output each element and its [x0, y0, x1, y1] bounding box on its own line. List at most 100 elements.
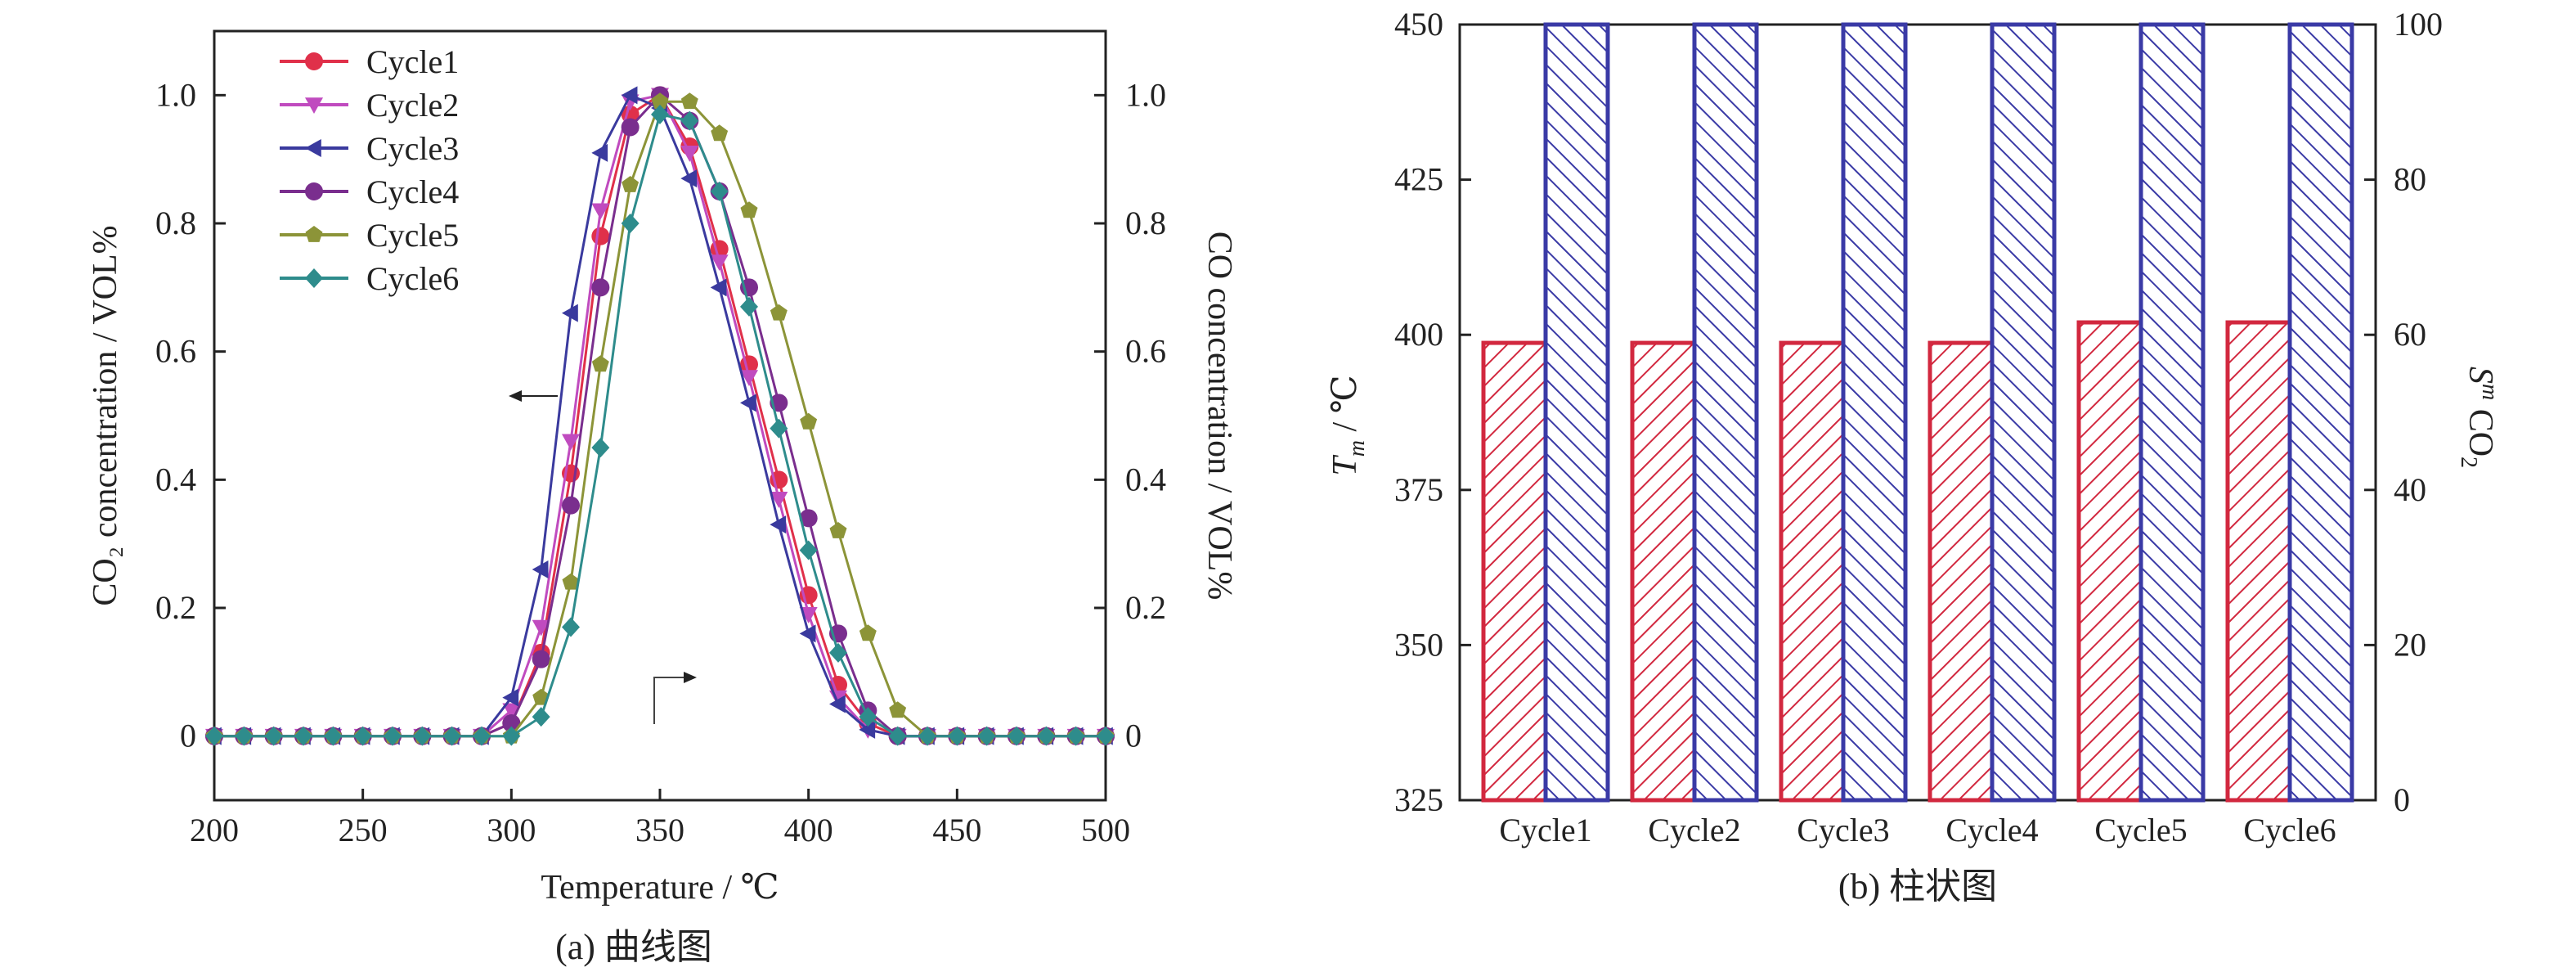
y-tick-label-left: 0.6	[155, 333, 196, 370]
series-line	[214, 113, 1106, 738]
bar-tm	[2076, 320, 2143, 803]
data-point	[562, 573, 580, 590]
data-point	[829, 695, 846, 713]
left-y-axis-title: CO₂ concentration / VOL%	[87, 225, 124, 605]
data-point	[305, 97, 323, 114]
y-tick-label-left: 0.4	[155, 461, 196, 497]
series-Cycle1	[205, 86, 1115, 745]
y-tick-label-left: 0.8	[155, 205, 196, 241]
legend-item: Cycle4	[280, 173, 459, 210]
data-point	[740, 296, 758, 317]
data-point	[829, 642, 847, 663]
y-tick-label-right-b: 100	[2394, 6, 2443, 43]
y-tick-label-right-b: 40	[2394, 471, 2426, 508]
data-point	[799, 607, 818, 623]
x-tick-label: 450	[932, 812, 981, 848]
x-axis-title: Temperature / ℃	[541, 869, 779, 907]
legend: Cycle1 Cycle2 Cycle3 Cycle4 Cycle5 Cycle6	[280, 43, 459, 297]
legend-label: Cycle3	[366, 130, 459, 167]
data-point	[591, 278, 610, 297]
data-point	[680, 92, 698, 110]
bar-tm	[1928, 340, 1995, 803]
y-tick-label-right: 0.8	[1125, 205, 1166, 241]
y-tick-label-left-b: 375	[1394, 471, 1443, 508]
data-point	[235, 726, 254, 746]
data-point	[502, 726, 521, 746]
data-point	[532, 619, 550, 637]
data-point	[770, 304, 788, 321]
left-y-axis: 0 0.2 0.4 0.6 0.8 1.0	[155, 76, 226, 754]
data-point	[710, 254, 729, 271]
bar-tm	[1481, 340, 1548, 803]
y-tick-label-right: 0.6	[1125, 333, 1166, 370]
x-axis: 200 250 300 350 400 450 500	[190, 789, 1130, 848]
bar-sm-co2	[2138, 22, 2206, 803]
plot-frame-b	[1458, 23, 2377, 802]
data-point	[324, 726, 343, 746]
data-point	[829, 522, 847, 538]
category-label: Cycle5	[2094, 812, 2187, 848]
bars-layer	[1481, 22, 2354, 803]
y-tick-label-left-b: 400	[1394, 316, 1443, 353]
series-Cycle6	[205, 104, 1115, 746]
data-point	[205, 726, 223, 746]
data-point	[799, 509, 818, 528]
caption-b: (b) 柱状图	[1838, 866, 1997, 907]
arrow-right-annotation	[653, 672, 697, 724]
svg-text:Tm / ℃: Tm / ℃	[1326, 375, 1370, 475]
data-point	[1037, 726, 1056, 746]
y-tick-label-right-b: 60	[2394, 316, 2426, 353]
y-tick-label-right: 0	[1125, 718, 1142, 754]
bar-sm-co2	[2287, 22, 2354, 803]
x-tick-label: 350	[635, 812, 684, 848]
data-point	[888, 726, 907, 746]
data-point	[651, 92, 669, 110]
x-tick-label: 400	[784, 812, 833, 848]
y-tick-label-right-b: 80	[2394, 161, 2426, 198]
y-tick-label-left: 0	[180, 718, 196, 754]
data-point	[829, 676, 847, 694]
bar-sm-co2	[1841, 22, 1908, 803]
legend-item: Cycle3	[280, 130, 459, 167]
x-axis-b: Cycle1 Cycle2 Cycle3 Cycle4 Cycle5 Cycle6	[1499, 812, 2336, 848]
data-point	[305, 226, 323, 242]
data-point	[502, 703, 521, 720]
data-point	[770, 492, 788, 508]
series-Cycle2	[205, 88, 1115, 745]
right-y-axis-b: 0 20 40 60 80 100	[2364, 6, 2443, 818]
bar-tm	[2225, 320, 2292, 803]
data-point	[384, 726, 402, 746]
y-tick-label-right-b: 20	[2394, 626, 2426, 663]
data-point	[977, 726, 996, 746]
y-tick-label-left: 1.0	[155, 76, 196, 113]
category-label: Cycle1	[1499, 812, 1591, 848]
data-point	[305, 268, 323, 288]
y-tick-label-left-b: 450	[1394, 6, 1443, 43]
data-point	[562, 496, 580, 515]
category-label: Cycle3	[1797, 812, 1889, 848]
category-label: Cycle6	[2243, 812, 2336, 848]
data-point	[305, 52, 323, 70]
arrow-left-annotation	[509, 390, 558, 402]
data-point	[621, 86, 638, 105]
y-tick-label-left-b: 350	[1394, 626, 1443, 663]
data-point	[562, 434, 580, 451]
series-Cycle4	[205, 86, 1115, 745]
data-point	[799, 624, 816, 643]
x-tick-label: 200	[190, 812, 239, 848]
right-y-axis: 0 0.2 0.4 0.6 0.8 1.0	[1094, 76, 1166, 754]
data-point	[680, 110, 699, 131]
line-chart-panel: 0 0.2 0.4 0.6 0.8 1.0 0 0.2 0.4 0.6 0.8 1.0 200 250…	[87, 29, 1238, 967]
data-point	[413, 726, 432, 746]
data-point	[591, 143, 608, 162]
data-point	[591, 227, 610, 245]
data-point	[740, 201, 758, 218]
svg-text:Sm CO2: Sm CO2	[2456, 367, 2502, 468]
data-point	[770, 515, 787, 534]
bar-tm	[1630, 340, 1697, 803]
data-point	[651, 104, 669, 124]
right-y-axis-title: CO concentration / VOL%	[1200, 232, 1238, 601]
data-point	[800, 412, 818, 430]
data-point	[591, 355, 609, 372]
